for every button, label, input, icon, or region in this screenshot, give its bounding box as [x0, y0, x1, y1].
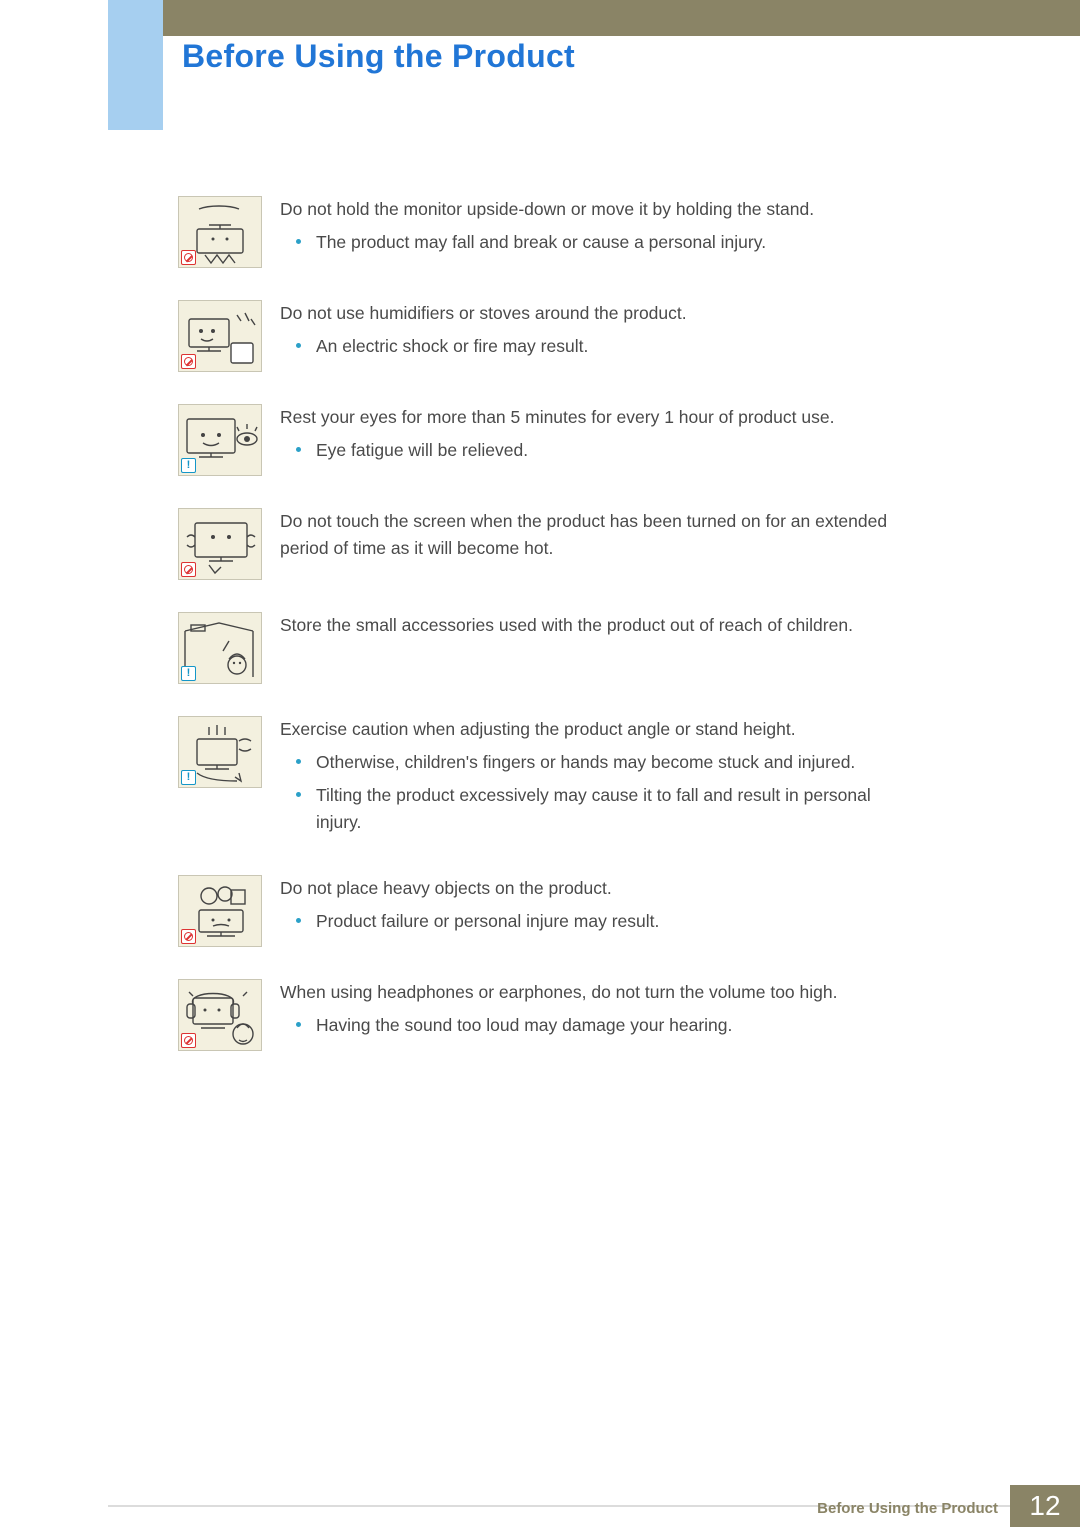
entry-text: Store the small accessories used with th…: [280, 612, 920, 645]
prohibit-icon: [181, 250, 196, 265]
entry-text: Do not place heavy objects on the produc…: [280, 875, 920, 941]
info-icon: [181, 458, 196, 473]
entry-main-text: Do not hold the monitor upside-down or m…: [280, 196, 920, 223]
adjust-angle-icon: [178, 716, 262, 788]
entry-bullet-list: Otherwise, children's fingers or hands m…: [280, 749, 920, 836]
entry-main-text: Exercise caution when adjusting the prod…: [280, 716, 920, 743]
safety-entry: When using headphones or earphones, do n…: [178, 979, 920, 1051]
entry-bullet: Tilting the product excessively may caus…: [316, 782, 920, 836]
prohibit-icon: [181, 354, 196, 369]
entry-text: Do not touch the screen when the product…: [280, 508, 920, 568]
info-icon: [181, 666, 196, 681]
content-area: Do not hold the monitor upside-down or m…: [178, 196, 920, 1083]
entry-main-text: Do not use humidifiers or stoves around …: [280, 300, 920, 327]
entry-bullet: Having the sound too loud may damage you…: [316, 1012, 920, 1039]
prohibit-icon: [181, 1033, 196, 1048]
heavy-objects-icon: [178, 875, 262, 947]
entry-main-text: Do not touch the screen when the product…: [280, 508, 920, 562]
headphones-loud-icon: [178, 979, 262, 1051]
entry-text: When using headphones or earphones, do n…: [280, 979, 920, 1045]
footer-section-label: Before Using the Product: [817, 1500, 998, 1517]
side-tab: [108, 0, 163, 130]
entry-main-text: Rest your eyes for more than 5 minutes f…: [280, 404, 920, 431]
prohibit-icon: [181, 929, 196, 944]
eye-rest-icon: [178, 404, 262, 476]
page-number: 12: [1010, 1485, 1080, 1527]
child-accessories-icon: [178, 612, 262, 684]
entry-main-text: Store the small accessories used with th…: [280, 612, 920, 639]
safety-entry: Store the small accessories used with th…: [178, 612, 920, 684]
monitor-upside-down-icon: [178, 196, 262, 268]
entry-bullet: Eye fatigue will be relieved.: [316, 437, 920, 464]
humidifier-icon: [178, 300, 262, 372]
entry-bullet-list: Product failure or personal injure may r…: [280, 908, 920, 935]
entry-bullet: Product failure or personal injure may r…: [316, 908, 920, 935]
hot-screen-icon: [178, 508, 262, 580]
safety-entry: Do not use humidifiers or stoves around …: [178, 300, 920, 372]
safety-entry: Do not place heavy objects on the produc…: [178, 875, 920, 947]
entry-text: Do not use humidifiers or stoves around …: [280, 300, 920, 366]
info-icon: [181, 770, 196, 785]
entry-text: Do not hold the monitor upside-down or m…: [280, 196, 920, 262]
header-bar: [163, 0, 1080, 36]
entry-bullet-list: The product may fall and break or cause …: [280, 229, 920, 256]
prohibit-icon: [181, 562, 196, 577]
entry-text: Rest your eyes for more than 5 minutes f…: [280, 404, 920, 470]
safety-entry: Do not touch the screen when the product…: [178, 508, 920, 580]
entry-main-text: When using headphones or earphones, do n…: [280, 979, 920, 1006]
entry-bullet-list: Having the sound too loud may damage you…: [280, 1012, 920, 1039]
safety-entry: Exercise caution when adjusting the prod…: [178, 716, 920, 843]
entry-bullet: The product may fall and break or cause …: [316, 229, 920, 256]
entry-bullet: Otherwise, children's fingers or hands m…: [316, 749, 920, 776]
entry-bullet-list: An electric shock or fire may result.: [280, 333, 920, 360]
footer: Before Using the Product 12: [0, 1485, 1080, 1527]
safety-entry: Do not hold the monitor upside-down or m…: [178, 196, 920, 268]
safety-entry: Rest your eyes for more than 5 minutes f…: [178, 404, 920, 476]
page-title: Before Using the Product: [182, 38, 575, 75]
entry-bullet: An electric shock or fire may result.: [316, 333, 920, 360]
entry-text: Exercise caution when adjusting the prod…: [280, 716, 920, 843]
entry-main-text: Do not place heavy objects on the produc…: [280, 875, 920, 902]
entry-bullet-list: Eye fatigue will be relieved.: [280, 437, 920, 464]
